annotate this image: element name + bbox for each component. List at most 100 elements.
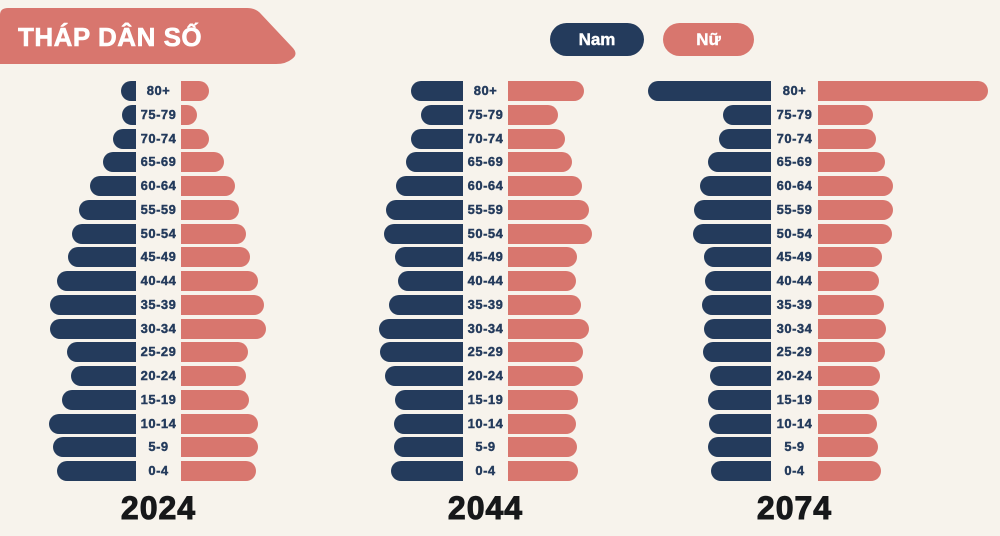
male-bar-35-39: [702, 294, 771, 315]
male-bar-50-54: [72, 223, 136, 244]
age-group-label: 45-49: [776, 249, 813, 265]
male-bar-75-79: [421, 104, 463, 125]
male-bar-5-9: [53, 437, 136, 458]
female-bar-65-69: [181, 152, 224, 173]
female-bar-25-29: [508, 342, 583, 363]
female-bar-45-49: [508, 247, 577, 268]
age-group-label: 55-59: [776, 201, 813, 217]
female-bar-20-24: [508, 366, 583, 386]
male-bar-10-14: [709, 413, 771, 434]
legend-female-label: Nữ: [696, 29, 721, 49]
female-bar-70-74: [818, 128, 876, 149]
age-group-label: 70-74: [467, 130, 504, 146]
male-bar-80+: [648, 81, 771, 101]
male-bar-5-9: [394, 437, 463, 458]
male-bar-60-64: [90, 176, 136, 196]
age-group-label: 35-39: [140, 296, 177, 312]
female-bar-25-29: [181, 342, 248, 363]
age-group-label: 60-64: [776, 178, 813, 193]
female-bar-80+: [508, 81, 584, 101]
female-bar-55-59: [508, 199, 589, 220]
female-bar-30-34: [508, 318, 589, 339]
title-banner-shape: [0, 8, 296, 64]
age-group-label: 10-14: [776, 415, 813, 431]
age-group-label: 75-79: [776, 106, 813, 122]
female-bar-45-49: [818, 247, 882, 268]
male-bar-30-34: [704, 318, 771, 339]
male-bar-50-54: [384, 223, 463, 244]
male-bar-5-9: [708, 437, 771, 458]
female-bar-75-79: [181, 104, 197, 125]
age-group-label: 60-64: [140, 178, 177, 193]
male-bar-20-24: [71, 366, 136, 386]
female-bar-15-19: [181, 389, 249, 410]
female-bar-70-74: [508, 128, 565, 149]
female-bar-30-34: [818, 318, 886, 339]
female-bar-50-54: [818, 223, 892, 244]
legend-male-pill[interactable]: Nam: [550, 23, 644, 56]
female-bar-35-39: [818, 294, 884, 315]
female-bar-60-64: [818, 176, 893, 196]
female-bar-15-19: [818, 389, 879, 410]
age-group-label: 65-69: [140, 154, 177, 170]
male-bar-80+: [411, 81, 463, 101]
age-group-label: 80+: [473, 83, 498, 98]
age-group-label: 15-19: [140, 391, 177, 407]
age-group-label: 65-69: [776, 154, 813, 170]
female-bar-0-4: [818, 461, 881, 481]
male-bar-10-14: [49, 413, 136, 434]
male-bar-50-54: [693, 223, 771, 244]
female-bar-80+: [181, 81, 209, 101]
age-group-label: 35-39: [467, 296, 504, 312]
age-group-label: 25-29: [467, 344, 504, 360]
male-bar-40-44: [57, 271, 136, 291]
female-bar-15-19: [508, 389, 578, 410]
male-bar-65-69: [103, 152, 136, 173]
female-bar-70-74: [181, 128, 209, 149]
female-bar-60-64: [181, 176, 235, 196]
female-bar-45-49: [181, 247, 250, 268]
male-bar-10-14: [394, 413, 463, 434]
male-bar-0-4: [391, 461, 463, 481]
male-bar-45-49: [704, 247, 771, 268]
age-group-label: 40-44: [467, 273, 504, 288]
age-group-label: 70-74: [776, 130, 813, 146]
year-label-2024: 2024: [120, 490, 197, 527]
male-bar-55-59: [386, 199, 463, 220]
age-group-label: 0-4: [475, 463, 496, 478]
male-bar-0-4: [711, 461, 771, 481]
age-group-label: 75-79: [140, 106, 177, 122]
age-group-label: 25-29: [776, 344, 813, 360]
male-bar-30-34: [379, 318, 463, 339]
female-bar-40-44: [181, 271, 258, 291]
male-bar-35-39: [389, 294, 463, 315]
age-group-label: 30-34: [467, 320, 504, 336]
female-bar-10-14: [818, 413, 877, 434]
age-group-label: 55-59: [140, 201, 177, 217]
male-bar-30-34: [50, 318, 136, 339]
female-bar-40-44: [818, 271, 879, 291]
female-bar-50-54: [508, 223, 592, 244]
male-bar-15-19: [395, 389, 463, 410]
age-group-label: 60-64: [467, 178, 504, 193]
age-group-label: 50-54: [140, 225, 177, 241]
female-bar-20-24: [181, 366, 246, 386]
legend-female-pill[interactable]: Nữ: [663, 23, 754, 56]
age-group-label: 10-14: [140, 415, 177, 431]
female-bar-20-24: [818, 366, 880, 386]
male-bar-15-19: [708, 389, 771, 410]
male-bar-25-29: [67, 342, 136, 363]
female-bar-10-14: [508, 413, 576, 434]
female-bar-5-9: [818, 437, 878, 458]
male-bar-45-49: [68, 247, 136, 268]
male-bar-55-59: [694, 199, 771, 220]
year-label-2074: 2074: [756, 490, 833, 527]
male-bar-75-79: [122, 104, 136, 125]
age-group-label: 50-54: [467, 225, 504, 241]
age-group-label: 0-4: [148, 463, 169, 478]
male-bar-20-24: [385, 366, 463, 386]
female-bar-5-9: [181, 437, 258, 458]
male-bar-60-64: [700, 176, 771, 196]
